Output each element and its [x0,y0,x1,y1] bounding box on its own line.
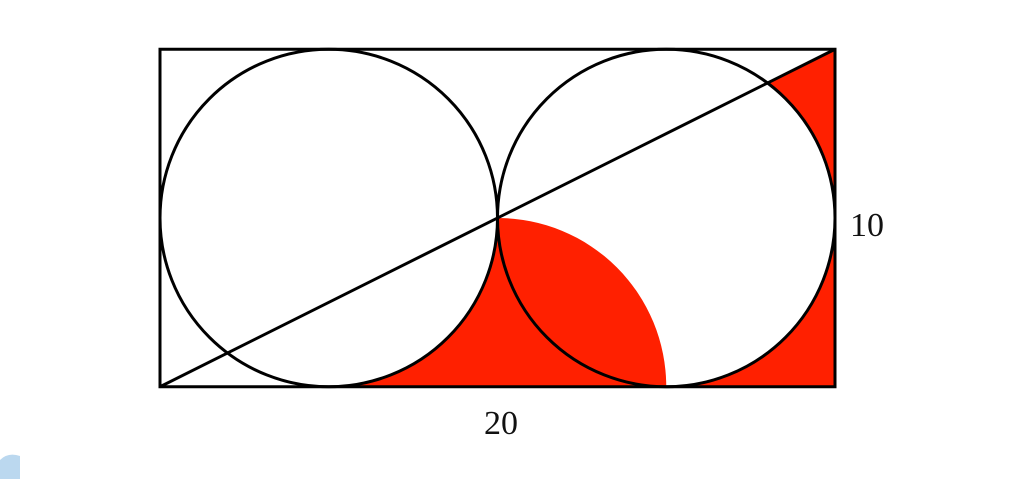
diagonal-line [159,47,836,389]
shaded-region-upper-right [767,49,835,218]
height-label: 10 [850,207,884,244]
width-label: 20 [484,405,518,442]
left-circle [158,47,499,389]
shaded-region-lower [329,218,667,387]
shaded-region-right-lower [666,218,835,387]
corner-mark [0,454,20,479]
